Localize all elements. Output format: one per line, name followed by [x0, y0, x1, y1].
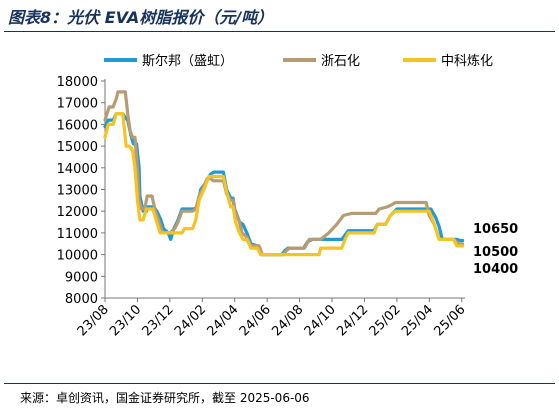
y-tick-label: 12000: [57, 205, 98, 220]
y-tick-label: 10000: [57, 249, 98, 264]
y-tick-label: 13000: [57, 184, 98, 199]
x-axis: 23/0823/1023/1224/0224/0424/0624/0824/10…: [75, 297, 469, 339]
y-tick-label: 15000: [57, 140, 98, 155]
y-tick-label: 8000: [65, 292, 98, 307]
x-tick-label: 25/02: [367, 302, 404, 339]
legend-label-3: 中科炼化: [441, 54, 493, 69]
x-tick-label: 24/12: [334, 302, 371, 339]
x-tick-label: 23/08: [75, 302, 112, 339]
x-tick-label: 24/08: [269, 302, 306, 339]
eva-price-line-chart: 斯尔邦（盛虹） 浙石化 中科炼化 8000 9000 10000 11000 12000 13…: [57, 54, 519, 339]
end-value-label-2: 10500: [473, 245, 518, 260]
legend-label-1: 斯尔邦（盛虹）: [142, 54, 233, 69]
y-tick-label: 9000: [65, 270, 98, 285]
chart-legend: 斯尔邦（盛虹） 浙石化 中科炼化: [104, 54, 493, 69]
figure-title: 图表8：光伏 EVA树脂报价（元/吨）: [8, 8, 274, 27]
x-tick-label: 23/12: [140, 302, 177, 339]
end-value-label-3: 10400: [473, 262, 518, 277]
series-line-3: [103, 112, 465, 257]
source-divider: [4, 383, 555, 384]
end-value-label-1: 10650: [473, 222, 518, 237]
y-tick-label: 17000: [57, 97, 98, 112]
y-tick-label: 16000: [57, 118, 98, 133]
y-tick-label: 11000: [57, 227, 98, 242]
x-tick-label: 24/06: [237, 302, 274, 339]
series-layer: [103, 90, 465, 257]
x-tick-label: 25/04: [399, 302, 436, 339]
y-tick-label: 18000: [57, 75, 98, 90]
x-tick-label: 23/10: [107, 302, 144, 339]
x-tick-label: 24/04: [204, 302, 241, 339]
y-tick-label: 14000: [57, 162, 98, 177]
legend-label-2: 浙石化: [321, 54, 360, 69]
source-note: 来源：卓创资讯，国金证券研究所，截至 2025-06-06: [20, 391, 310, 405]
end-labels: 10650 10500 10400: [473, 222, 518, 277]
y-axis: 8000 9000 10000 11000 12000 13000 14000 15000 16…: [57, 75, 106, 307]
x-tick-label: 25/06: [431, 302, 468, 339]
title-divider: [4, 31, 555, 32]
x-tick-label: 24/02: [172, 302, 209, 339]
x-tick-label: 24/10: [302, 302, 339, 339]
